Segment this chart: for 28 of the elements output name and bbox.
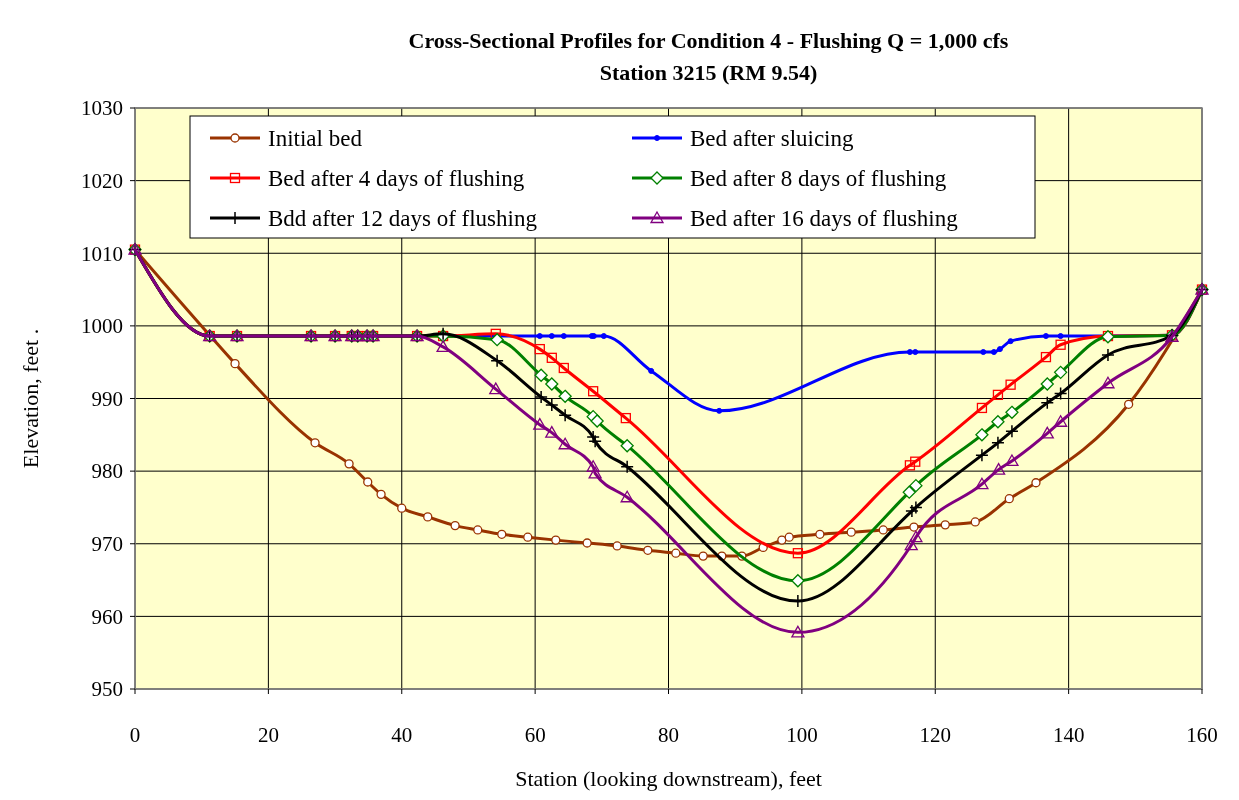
legend-label: Initial bed bbox=[268, 126, 363, 152]
y-tick-label: 1000 bbox=[81, 314, 123, 339]
y-tick-label: 1030 bbox=[81, 96, 123, 121]
y-tick-label: 980 bbox=[91, 459, 123, 484]
legend-label: Bdd after 12 days of flushing bbox=[268, 206, 538, 232]
x-tick-label: 40 bbox=[391, 723, 413, 747]
x-tick-label: 60 bbox=[524, 723, 546, 747]
x-tick-label: 0 bbox=[129, 723, 141, 747]
x-tick-label: 120 bbox=[919, 723, 951, 747]
y-tick-label: 990 bbox=[91, 386, 123, 411]
x-axis-title: Station (looking downstream), feet bbox=[515, 766, 822, 791]
y-axis-title: Elevation, feet . bbox=[18, 328, 43, 469]
chart-subtitle: Station 3215 (RM 9.54) bbox=[599, 60, 818, 85]
legend-label: Bed after 4 days of flushing bbox=[268, 166, 525, 192]
legend-label: Bed after 16 days of flushing bbox=[690, 206, 959, 232]
chart-title: Cross-Sectional Profiles for Condition 4 - Flushing Q = 1,000 cfs bbox=[408, 28, 1009, 53]
x-tick-label: 160 bbox=[1186, 723, 1218, 747]
legend-label: Bed after 8 days of flushing bbox=[690, 166, 947, 192]
y-tick-label: 950 bbox=[91, 677, 123, 702]
y-tick-label: 960 bbox=[91, 604, 123, 629]
legend-label: Bed after sluicing bbox=[690, 126, 854, 152]
x-tick-label: 80 bbox=[658, 723, 679, 747]
y-tick-label: 970 bbox=[91, 532, 123, 557]
x-tick-label: 140 bbox=[1052, 723, 1085, 747]
x-tick-label: 100 bbox=[786, 723, 818, 747]
x-tick-label: 20 bbox=[257, 723, 279, 747]
y-tick-label: 1010 bbox=[81, 241, 123, 266]
y-tick-label: 1020 bbox=[81, 168, 123, 193]
